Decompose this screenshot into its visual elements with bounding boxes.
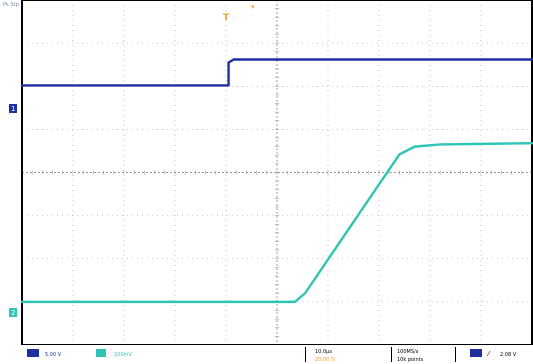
trigger-source-badge: [470, 349, 482, 357]
trigger-readout[interactable]: ⁄ 2.08 V: [470, 349, 517, 358]
ch1-scale-text: 5.00 V: [45, 352, 62, 358]
waveform-ch1: [20, 58, 533, 87]
trigger-level-text: 2.08 V: [500, 352, 517, 358]
time-offset-text: 20.00 %: [315, 357, 336, 363]
waveforms: [20, 58, 533, 304]
status-bar: 5.00 V 200mV 10.0µs 20.00 % 100MS/s 10k …: [0, 345, 533, 364]
sample-rate-text: 100MS/s: [397, 349, 419, 355]
ch1-marker-label: 1: [11, 105, 15, 113]
status-divider-1: [305, 347, 306, 362]
ch2-ground-marker[interactable]: 2: [9, 308, 17, 317]
status-divider-3: [455, 347, 456, 362]
trigger-slope-icon: ⁄: [486, 350, 491, 358]
ch1-scale-badge: [27, 349, 39, 357]
ch2-scale-text: 200mV: [114, 352, 132, 358]
top-status-text: Pk Stp: [3, 2, 19, 8]
trigger-position-marker[interactable]: T: [223, 13, 230, 23]
record-length-text: 10k points: [397, 357, 424, 363]
trigger-position-marker-secondary: ▾: [251, 3, 255, 11]
ch2-scale-badge: [96, 349, 106, 357]
ch1-scale-readout[interactable]: 5.00 V: [27, 349, 62, 358]
horizontal-readout[interactable]: 10.0µs 20.00 %: [315, 349, 336, 363]
status-divider-2: [391, 347, 392, 362]
ch1-ground-marker[interactable]: 1: [9, 104, 17, 113]
time-scale-text: 10.0µs: [315, 349, 332, 355]
waveform-ch2: [20, 141, 533, 304]
ch2-scale-readout[interactable]: 200mV: [96, 349, 132, 358]
acquisition-readout[interactable]: 100MS/s 10k points: [397, 349, 424, 363]
ch2-marker-label: 2: [11, 309, 15, 317]
